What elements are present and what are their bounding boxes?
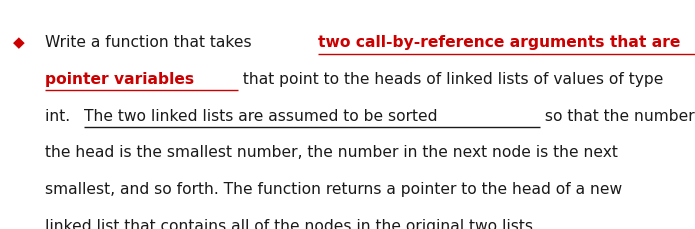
Text: that point to the heads of linked lists of values of type: that point to the heads of linked lists …: [238, 72, 663, 87]
Text: so that the number at: so that the number at: [540, 109, 695, 124]
Text: smallest, and so forth. The function returns a pointer to the head of a new: smallest, and so forth. The function ret…: [45, 182, 622, 197]
Text: two call-by-reference arguments that are: two call-by-reference arguments that are: [318, 35, 680, 51]
Text: ◆: ◆: [13, 35, 24, 51]
Text: The two linked lists are assumed to be sorted: The two linked lists are assumed to be s…: [84, 109, 437, 124]
Text: int.: int.: [45, 109, 75, 124]
Text: Write a function that takes: Write a function that takes: [45, 35, 256, 51]
Text: linked list that contains all of the nodes in the original two lists.: linked list that contains all of the nod…: [45, 219, 538, 229]
Text: pointer variables: pointer variables: [45, 72, 195, 87]
Text: the head is the smallest number, the number in the next node is the next: the head is the smallest number, the num…: [45, 145, 618, 161]
